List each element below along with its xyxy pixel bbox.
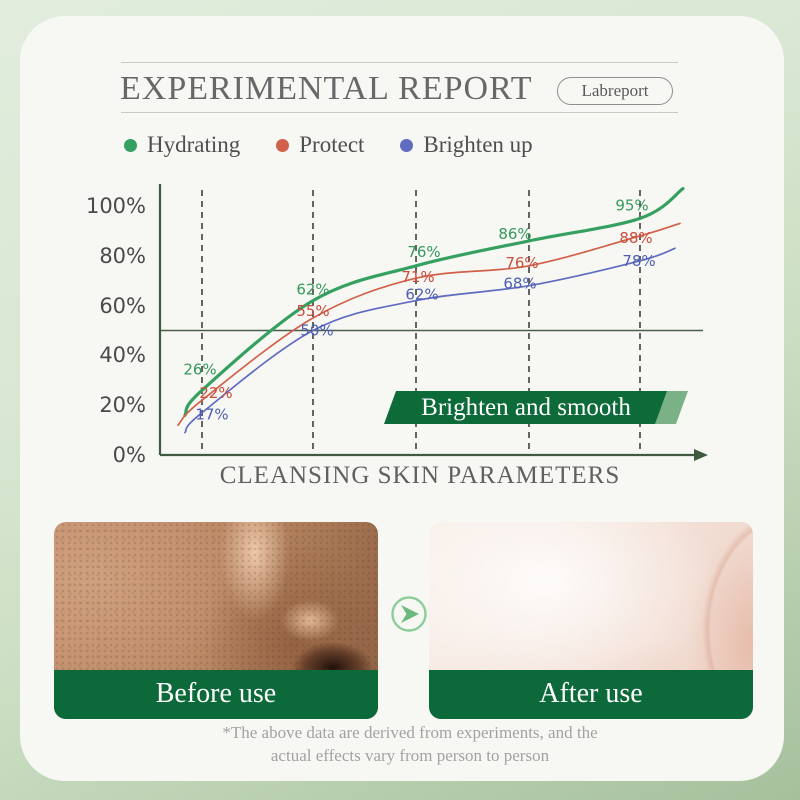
legend-label: Protect [299, 132, 365, 157]
series-curve-2 [184, 247, 676, 434]
legend-dot-icon [400, 138, 414, 152]
disclaimer: *The above data are derived from experim… [60, 721, 760, 767]
before-photo: Before use [54, 522, 378, 719]
title-rule-bottom [121, 112, 678, 113]
after-photo: After use [429, 522, 753, 719]
disclaimer-line-2: actual effects vary from person to perso… [270, 746, 550, 765]
legend-label: Brighten up [423, 132, 533, 157]
point-label: 71% [401, 268, 434, 286]
point-label: 86% [498, 225, 531, 243]
after-label: After use [429, 670, 753, 719]
y-tick-label: 0% [112, 443, 146, 467]
point-label: 26% [183, 360, 216, 378]
point-label: 95% [615, 196, 648, 214]
y-tick-label: 100% [85, 194, 146, 218]
legend-dot-icon [276, 138, 290, 152]
series-curve-1 [177, 222, 681, 426]
point-label: 62% [296, 281, 329, 299]
before-label: Before use [54, 670, 378, 719]
chart-legend: Hydrating Protect Brighten up [124, 132, 533, 158]
point-label: 76% [407, 243, 440, 261]
point-label: 55% [296, 302, 329, 320]
title-rule-top [121, 62, 678, 63]
y-tick-label: 40% [99, 343, 146, 368]
point-label: 78% [622, 252, 655, 270]
labreport-badge: Labreport [557, 77, 673, 105]
y-tick-label: 20% [99, 393, 146, 418]
disclaimer-line-1: *The above data are derived from experim… [222, 723, 598, 742]
point-label: 22% [199, 384, 232, 402]
series-curve-0 [183, 187, 685, 417]
page-title: EXPERIMENTAL REPORT [120, 70, 533, 107]
point-label: 17% [195, 406, 228, 424]
legend-item-2: Brighten up [400, 132, 533, 158]
annotation-banner-text: Brighten and smooth [421, 394, 631, 421]
line-chart: 100% 80% 60% 40% 20% 0% 26% 62% 76% 86% 95% 22% 55%… [86, 170, 710, 480]
annotation-banner: Brighten and smooth [383, 391, 669, 424]
y-tick-label: 60% [99, 293, 146, 318]
point-label: 68% [503, 275, 536, 293]
x-axis-arrow-icon [694, 449, 708, 461]
point-label: 88% [619, 229, 652, 247]
legend-dot-icon [124, 138, 137, 152]
before-after-arrow-icon [390, 595, 428, 633]
point-label: 50% [300, 322, 333, 340]
y-tick-label: 80% [99, 243, 146, 268]
legend-item-0: Hydrating [124, 132, 240, 158]
point-label: 76% [505, 254, 538, 272]
point-label: 62% [405, 286, 438, 304]
x-axis-label: CLEANSING SKIN PARAMETERS [219, 462, 621, 489]
legend-label: Hydrating [147, 132, 241, 157]
legend-item-1: Protect [276, 132, 364, 158]
chart-canvas: 26% 62% 76% 86% 95% 22% 55% 71% 76% 88% 17% 50% 62% 6… [158, 184, 708, 461]
